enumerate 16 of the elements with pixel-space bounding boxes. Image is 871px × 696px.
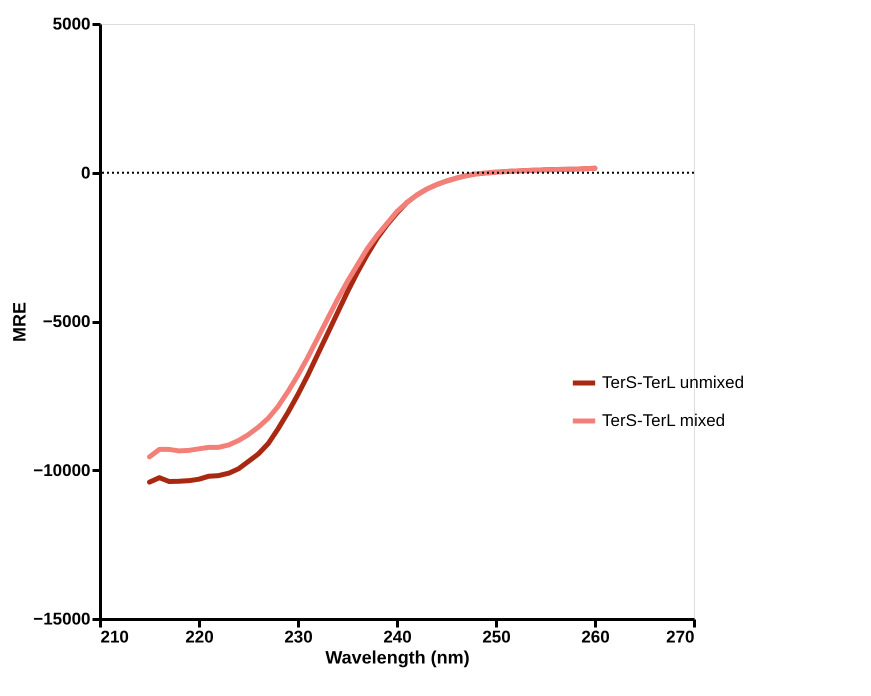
legend-label: TerS-TerL mixed bbox=[602, 411, 726, 430]
y-tick-label: 0 bbox=[81, 163, 90, 182]
y-tick-label: −5000 bbox=[42, 312, 90, 331]
y-tick-label: 5000 bbox=[52, 14, 90, 34]
x-tick-label: 250 bbox=[482, 628, 511, 646]
x-tick-label: 260 bbox=[581, 628, 610, 646]
x-tick-label: 210 bbox=[100, 628, 129, 646]
x-tick-label: 230 bbox=[284, 628, 313, 646]
y-tick-label: −15000 bbox=[33, 610, 90, 628]
x-tick-label: 240 bbox=[383, 628, 412, 646]
legend-label: TerS-TerL unmixed bbox=[602, 373, 744, 392]
x-axis-title: Wavelength (nm) bbox=[325, 648, 470, 668]
x-tick-label: 220 bbox=[185, 628, 214, 646]
y-tick-label: −10000 bbox=[33, 460, 90, 480]
x-tick-label: 270 bbox=[666, 628, 694, 646]
y-axis-title: MRE bbox=[9, 302, 30, 342]
